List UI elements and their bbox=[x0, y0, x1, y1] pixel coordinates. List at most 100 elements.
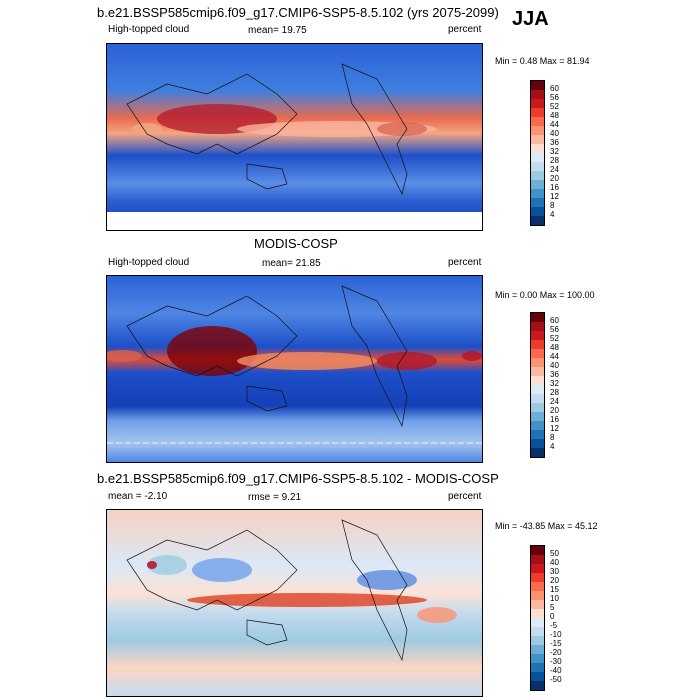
colorbar-ticks: 60 56 52 48 44 40 36 32 28 24 20 16 12 8 4 bbox=[550, 80, 580, 224]
colorbar-swatch bbox=[531, 627, 544, 636]
units-label: percent bbox=[448, 257, 482, 268]
colorbar-tick-label: 8 bbox=[550, 201, 555, 210]
colorbar-swatch bbox=[531, 171, 544, 180]
colorbar-tick-label: 4 bbox=[550, 210, 555, 219]
colorbar-swatch bbox=[531, 180, 544, 189]
colorbar-tick-label: 5 bbox=[550, 603, 555, 612]
colorbar-tick-label: -30 bbox=[550, 657, 562, 666]
colorbar-swatch bbox=[531, 189, 544, 198]
colorbar-tick-label: 24 bbox=[550, 165, 559, 174]
colorbar-tick-label: 0 bbox=[550, 612, 555, 621]
colorbar-tick-label: -50 bbox=[550, 675, 562, 684]
colorbar-swatch bbox=[531, 135, 544, 144]
cloud-map bbox=[106, 509, 483, 697]
colorbar-tick-label: 12 bbox=[550, 424, 559, 433]
colorbar-tick-label: 56 bbox=[550, 93, 559, 102]
colorbar-swatch bbox=[531, 582, 544, 591]
colorbar-swatch bbox=[531, 430, 544, 439]
colorbar-swatch bbox=[531, 600, 544, 609]
colorbar-swatch bbox=[531, 144, 544, 153]
colorbar-swatch bbox=[531, 153, 544, 162]
colorbar-swatch bbox=[531, 645, 544, 654]
colorbar-swatch bbox=[531, 108, 544, 117]
colorbar-swatch bbox=[531, 117, 544, 126]
colorbar-swatch bbox=[531, 403, 544, 412]
units-label: percent bbox=[448, 491, 482, 502]
season-label: JJA bbox=[512, 8, 549, 30]
min-max-label: Min = 0.48 Max = 81.94 bbox=[495, 56, 590, 66]
colorbar-swatch bbox=[531, 207, 544, 216]
variable-label: High-topped cloud bbox=[108, 257, 190, 268]
colorbar-swatch bbox=[531, 672, 544, 681]
colorbar-swatch bbox=[531, 609, 544, 618]
colorbar-ticks: 50 40 30 20 15 10 5 0 -5 -10 -15 -20 -30 -40 -50 bbox=[550, 545, 580, 689]
mean-label: mean = -2.10 bbox=[108, 491, 168, 502]
colorbar-tick-label: 20 bbox=[550, 174, 559, 183]
colorbar bbox=[530, 80, 545, 226]
colorbar-tick-label: 16 bbox=[550, 415, 559, 424]
colorbar-tick-label: 32 bbox=[550, 147, 559, 156]
colorbar-tick-label: 15 bbox=[550, 585, 559, 594]
colorbar-tick-label: 30 bbox=[550, 567, 559, 576]
colorbar-swatch bbox=[531, 394, 544, 403]
colorbar-swatch bbox=[531, 636, 544, 645]
colorbar-swatch bbox=[531, 367, 544, 376]
colorbar-tick-label: -10 bbox=[550, 630, 562, 639]
colorbar-tick-label: 24 bbox=[550, 397, 559, 406]
colorbar-tick-label: -15 bbox=[550, 639, 562, 648]
colorbar-swatch bbox=[531, 126, 544, 135]
colorbar-swatch bbox=[531, 198, 544, 207]
colorbar-tick-label: 10 bbox=[550, 594, 559, 603]
colorbar-swatch bbox=[531, 99, 544, 108]
colorbar-tick-label: 52 bbox=[550, 102, 559, 111]
colorbar-swatch bbox=[531, 663, 544, 672]
colorbar-tick-label: 60 bbox=[550, 316, 559, 325]
colorbar-tick-label: 36 bbox=[550, 138, 559, 147]
colorbar-swatch bbox=[531, 412, 544, 421]
colorbar-tick-label: 8 bbox=[550, 433, 555, 442]
colorbar-swatch bbox=[531, 421, 544, 430]
colorbar-swatch bbox=[531, 618, 544, 627]
colorbar-tick-label: 48 bbox=[550, 111, 559, 120]
colorbar-tick-label: 56 bbox=[550, 325, 559, 334]
colorbar-swatch bbox=[531, 573, 544, 582]
panel-title: b.e21.BSSP585cmip6.f09_g17.CMIP6-SSP5-8.… bbox=[97, 5, 499, 20]
colorbar-tick-label: -40 bbox=[550, 666, 562, 675]
colorbar-swatch bbox=[531, 340, 544, 349]
min-max-label: Min = 0.00 Max = 100.00 bbox=[495, 290, 595, 300]
panel-title: MODIS-COSP bbox=[254, 236, 338, 251]
panel-title: b.e21.BSSP585cmip6.f09_g17.CMIP6-SSP5-8.… bbox=[97, 471, 499, 486]
colorbar-tick-label: -20 bbox=[550, 648, 562, 657]
colorbar-swatch bbox=[531, 376, 544, 385]
colorbar-tick-label: 36 bbox=[550, 370, 559, 379]
colorbar-tick-label: 28 bbox=[550, 388, 559, 397]
cloud-map bbox=[106, 43, 483, 231]
colorbar-ticks: 60 56 52 48 44 40 36 32 28 24 20 16 12 8 4 bbox=[550, 312, 580, 456]
colorbar-swatch bbox=[531, 162, 544, 171]
colorbar-tick-label: 52 bbox=[550, 334, 559, 343]
colorbar-tick-label: 32 bbox=[550, 379, 559, 388]
colorbar-swatch bbox=[531, 546, 544, 555]
colorbar-swatch bbox=[531, 349, 544, 358]
colorbar bbox=[530, 545, 545, 691]
colorbar-tick-label: 28 bbox=[550, 156, 559, 165]
variable-label: High-topped cloud bbox=[108, 24, 190, 35]
colorbar-tick-label: 44 bbox=[550, 120, 559, 129]
colorbar-swatch bbox=[531, 439, 544, 448]
colorbar-swatch bbox=[531, 654, 544, 663]
colorbar-swatch bbox=[531, 555, 544, 564]
colorbar-swatch bbox=[531, 322, 544, 331]
colorbar-tick-label: 4 bbox=[550, 442, 555, 451]
colorbar-swatch bbox=[531, 358, 544, 367]
colorbar-tick-label: 40 bbox=[550, 558, 559, 567]
min-max-label: Min = -43.85 Max = 45.12 bbox=[495, 521, 598, 531]
colorbar-swatch bbox=[531, 216, 544, 225]
colorbar-tick-label: 20 bbox=[550, 406, 559, 415]
colorbar-tick-label: 44 bbox=[550, 352, 559, 361]
colorbar-tick-label: 20 bbox=[550, 576, 559, 585]
cloud-map bbox=[106, 275, 483, 463]
colorbar-tick-label: 48 bbox=[550, 343, 559, 352]
units-label: percent bbox=[448, 24, 482, 35]
colorbar-swatch bbox=[531, 313, 544, 322]
colorbar-swatch bbox=[531, 564, 544, 573]
